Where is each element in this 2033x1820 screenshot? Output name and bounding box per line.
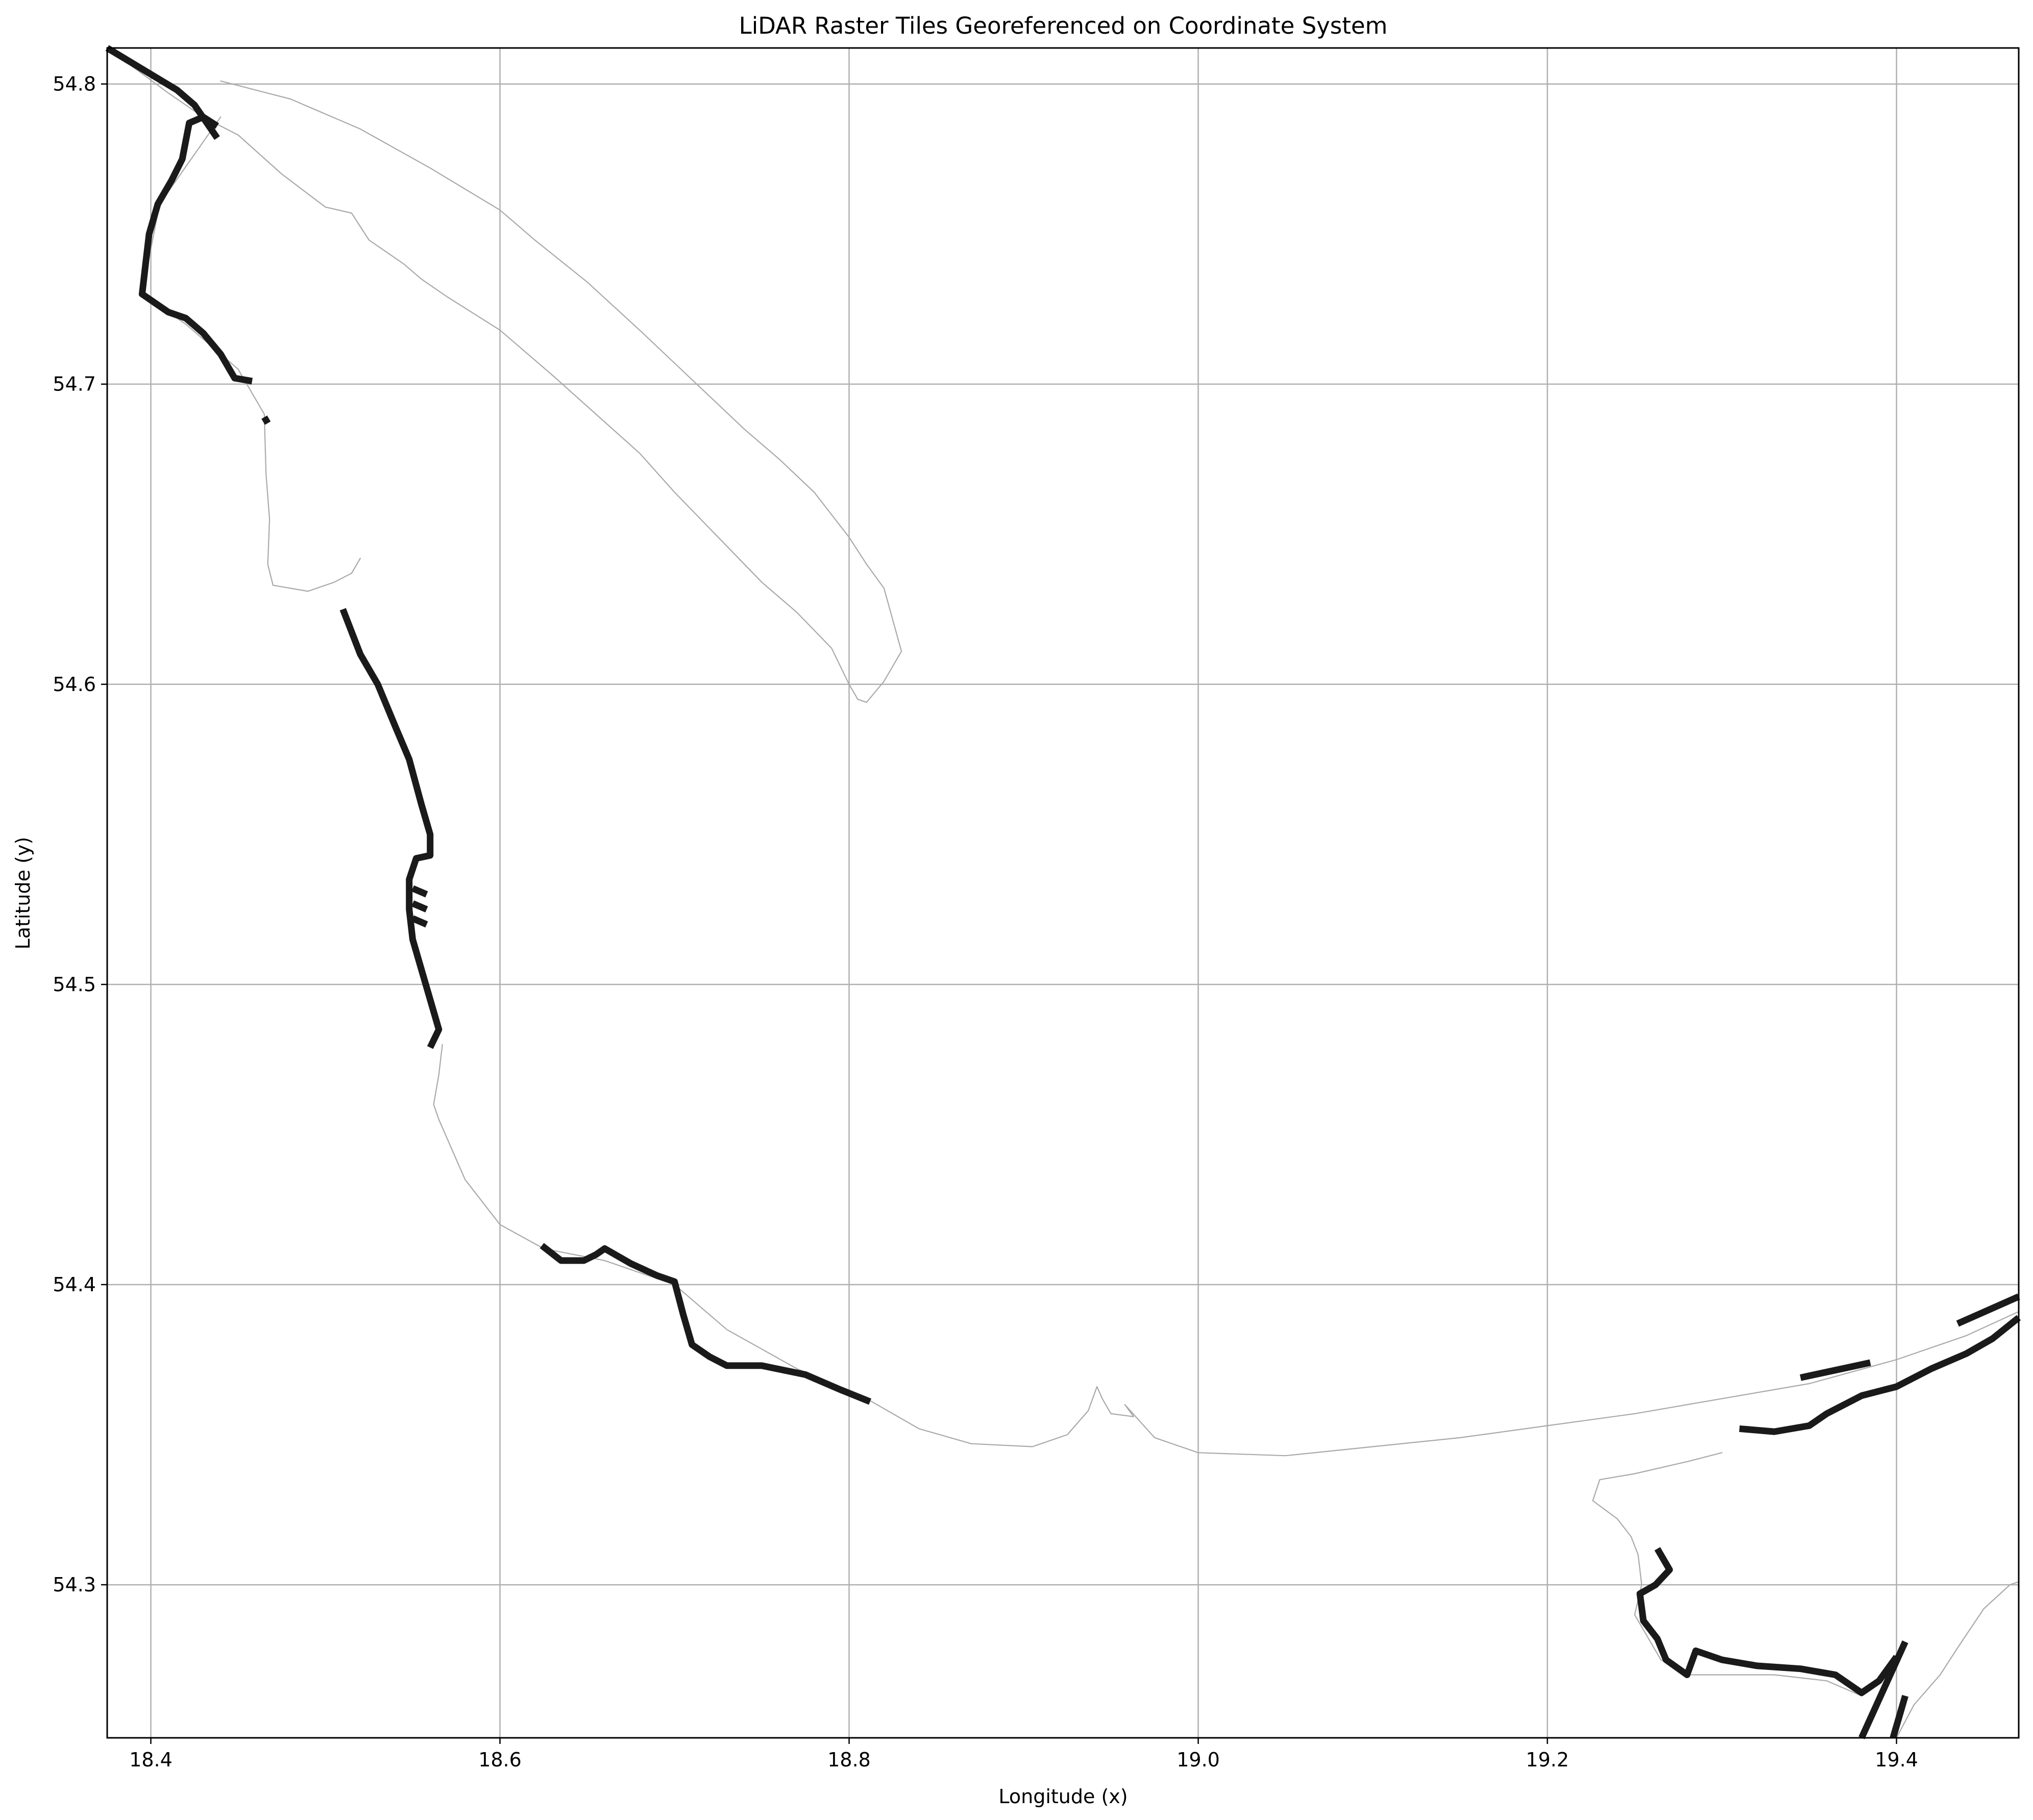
lidar-tile-track bbox=[1739, 1315, 2021, 1435]
lidar-tile-track bbox=[411, 915, 428, 928]
coastline-path bbox=[433, 1044, 2020, 1457]
y-axis-ticks: 54.3 54.4 54.5 54.6 54.7 54.8 bbox=[53, 73, 107, 1596]
lidar-tile-track bbox=[1956, 1293, 2020, 1327]
y-tick-label: 54.3 bbox=[53, 1573, 96, 1596]
y-tick-label: 54.5 bbox=[53, 973, 96, 996]
lidar-tile-track bbox=[261, 415, 271, 425]
grid-lines bbox=[107, 48, 2019, 1738]
coastline-path bbox=[1896, 1581, 2020, 1739]
lidar-tile-track bbox=[1800, 1359, 1871, 1381]
y-tick-label: 54.6 bbox=[53, 673, 96, 696]
y-tick-label: 54.7 bbox=[53, 373, 96, 396]
x-axis-ticks: 18.4 18.6 18.8 19.0 19.2 19.4 bbox=[129, 1738, 1918, 1771]
x-tick-label: 19.4 bbox=[1875, 1749, 1918, 1771]
x-tick-label: 19.2 bbox=[1526, 1749, 1569, 1771]
y-tick-label: 54.8 bbox=[53, 73, 96, 95]
lidar-tile-track bbox=[1858, 1640, 1908, 1739]
lidar-tile-track bbox=[138, 113, 253, 385]
x-axis-label: Longitude (x) bbox=[998, 1785, 1128, 1808]
lidar-tile-track bbox=[411, 900, 428, 913]
lidar-tile-track bbox=[411, 885, 428, 898]
lidar-tile-track bbox=[540, 1243, 872, 1405]
x-tick-label: 18.8 bbox=[827, 1749, 871, 1771]
y-tick-label: 54.4 bbox=[53, 1273, 96, 1296]
chart-title: LiDAR Raster Tiles Georeferenced on Coor… bbox=[739, 12, 1388, 39]
lidar-tile-track bbox=[339, 608, 443, 1049]
lidar-tile-track bbox=[1890, 1694, 1908, 1739]
x-tick-label: 18.4 bbox=[129, 1749, 173, 1771]
lidar-tile-track bbox=[1636, 1547, 1899, 1696]
x-tick-label: 19.0 bbox=[1177, 1749, 1220, 1771]
plot-frame bbox=[106, 47, 2020, 1739]
lidar-tiles-layer bbox=[105, 45, 2021, 1739]
x-tick-label: 18.6 bbox=[478, 1749, 522, 1771]
coastline-path bbox=[1592, 1452, 1863, 1696]
y-axis-label: Latitude (y) bbox=[12, 837, 34, 950]
coastline-path bbox=[106, 47, 902, 703]
